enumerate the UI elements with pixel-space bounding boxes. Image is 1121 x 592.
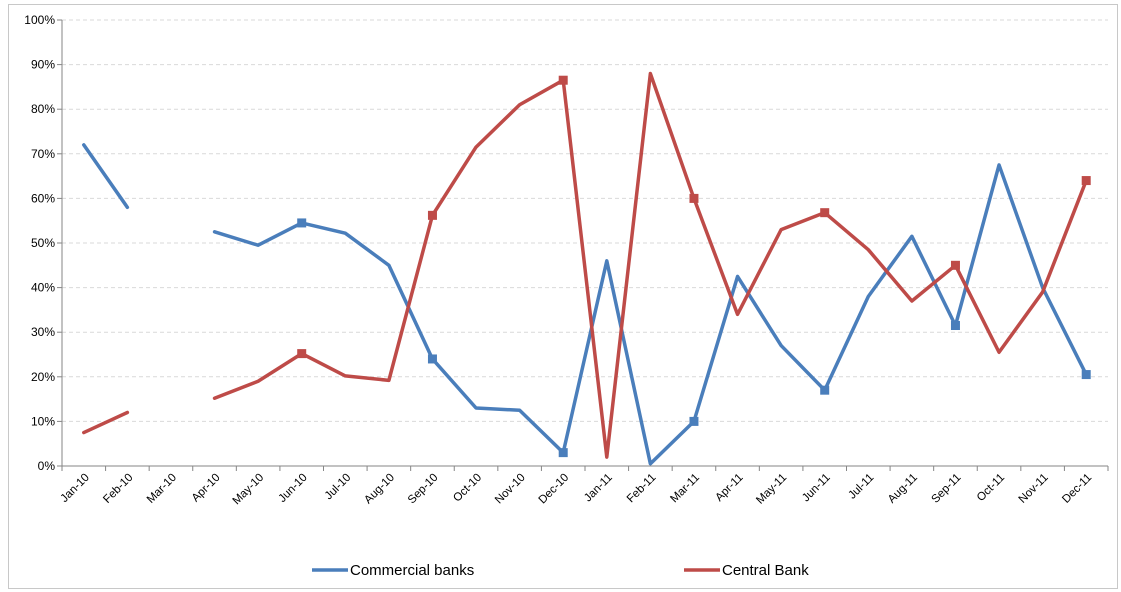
axes xyxy=(57,19,1109,471)
x-tick-label: May-10 xyxy=(231,472,267,508)
x-tick-label: Jan-11 xyxy=(582,472,615,505)
x-tick-label: May-11 xyxy=(754,472,789,507)
x-tick-label: Jul-10 xyxy=(323,472,354,503)
x-tick-label: Mar-11 xyxy=(668,472,702,506)
y-tick-label: 100% xyxy=(24,13,55,27)
x-tick-label: Jul-11 xyxy=(846,472,876,502)
legend-label: Central Bank xyxy=(722,562,809,579)
series-line-commercial-banks xyxy=(212,163,1088,466)
y-axis-tick-labels: 0% 10% 20% 30% 40% 50% 60% 70% 80% 90% 100% xyxy=(24,13,55,473)
x-tick-label: Sep-10 xyxy=(406,472,441,507)
y-tick-label: 0% xyxy=(38,459,56,473)
data-point-marker xyxy=(1081,176,1091,186)
data-point-marker xyxy=(950,321,960,331)
x-tick-label: Dec-11 xyxy=(1060,472,1094,506)
y-tick-label: 50% xyxy=(31,236,55,250)
data-point-marker xyxy=(558,448,568,458)
y-tick-label: 20% xyxy=(31,370,55,384)
series-line-central-bank xyxy=(82,410,130,435)
series-line-central-bank xyxy=(212,71,1088,459)
x-tick-label: Nov-11 xyxy=(1017,472,1051,506)
x-tick-label: Jun-10 xyxy=(276,472,309,505)
x-tick-label: Nov-10 xyxy=(493,472,528,507)
x-tick-label: Sep-11 xyxy=(929,472,963,506)
data-point-marker xyxy=(689,416,699,426)
x-tick-label: Aug-10 xyxy=(362,472,397,507)
chart-frame xyxy=(8,4,1118,589)
x-tick-label: Oct-11 xyxy=(975,472,1007,504)
data-point-marker xyxy=(297,349,307,359)
y-tick-label: 60% xyxy=(31,191,55,205)
x-tick-label: Feb-11 xyxy=(625,472,659,506)
x-tick-label: Apr-10 xyxy=(190,472,223,505)
data-point-marker xyxy=(820,385,830,395)
x-tick-label: Apr-11 xyxy=(713,472,745,504)
data-point-marker xyxy=(558,75,568,85)
y-tick-label: 70% xyxy=(31,147,55,161)
data-point-marker xyxy=(950,260,960,270)
x-tick-label: Feb-10 xyxy=(101,472,135,506)
legend-label: Commercial banks xyxy=(350,562,474,579)
data-point-marker xyxy=(427,210,437,220)
x-tick-label: Oct-10 xyxy=(451,472,484,505)
data-point-marker xyxy=(689,193,699,203)
series-line-commercial-banks xyxy=(82,143,130,210)
legend: Commercial banks Central Bank xyxy=(312,562,809,579)
data-point-marker xyxy=(297,218,307,228)
data-point-marker xyxy=(1081,370,1091,380)
y-tick-label: 90% xyxy=(31,58,55,72)
y-tick-label: 10% xyxy=(31,414,55,428)
data-point-marker xyxy=(427,354,437,364)
y-tick-label: 30% xyxy=(31,325,55,339)
y-tick-label: 40% xyxy=(31,281,55,295)
x-axis-tick-labels: Jan-10 Feb-10 Mar-10 Apr-10 May-10 Jun-10 Jul-… xyxy=(59,472,1095,508)
x-tick-label: Dec-10 xyxy=(537,472,572,507)
x-tick-label: Mar-10 xyxy=(145,472,179,506)
data-point-marker xyxy=(820,208,830,218)
x-tick-label: Jan-10 xyxy=(59,472,92,505)
grid-lines xyxy=(62,19,1108,422)
y-tick-label: 80% xyxy=(31,102,55,116)
x-tick-label: Jun-11 xyxy=(800,472,833,505)
x-tick-label: Aug-11 xyxy=(886,472,920,506)
series-lines xyxy=(82,71,1091,466)
